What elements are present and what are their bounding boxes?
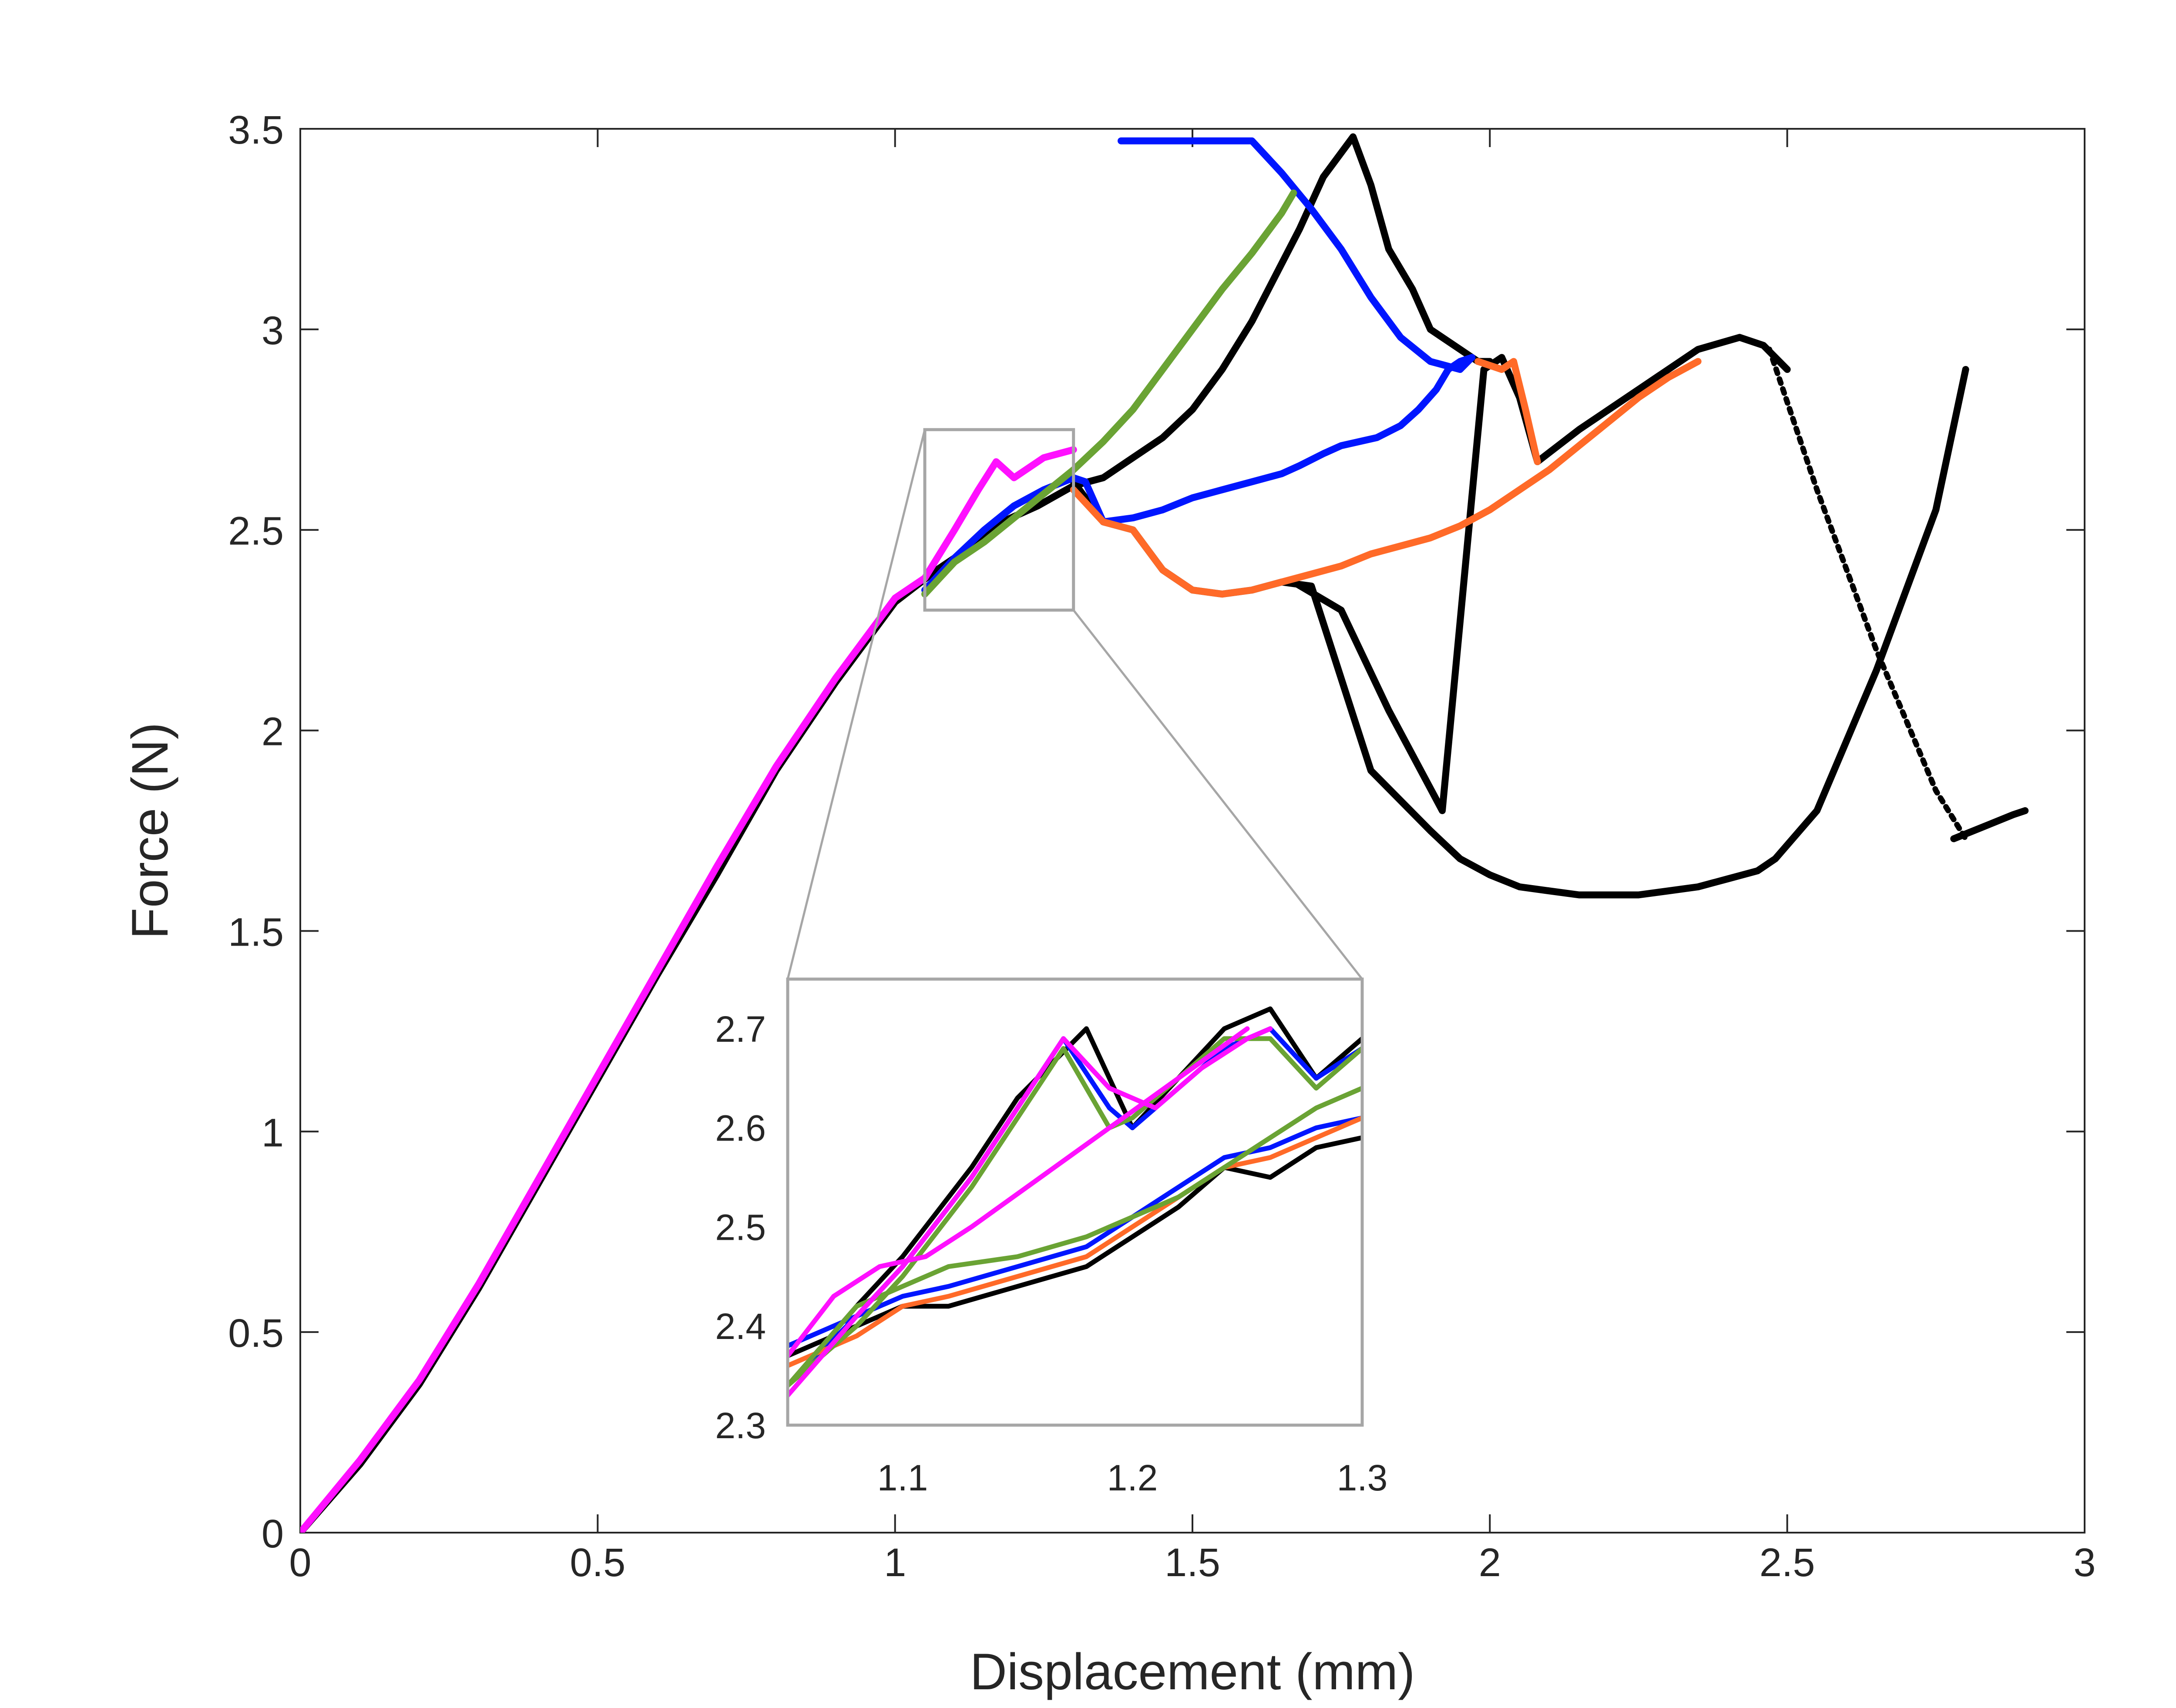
main-ticks: 0 0.5 1 1.5 2 2.5 3 0 0.5 1 1.5 2 2.5 3 3.5 xyxy=(228,108,2095,1585)
main-xtick-label: 0.5 xyxy=(570,1540,625,1585)
zoom-box xyxy=(923,428,1075,612)
main-ytick-label: 2 xyxy=(262,710,284,754)
main-xtick-label: 2.5 xyxy=(1760,1540,1815,1585)
x-axis-label: Displacement (mm) xyxy=(970,1643,1415,1701)
main-ytick-label: 3 xyxy=(262,309,284,353)
main-ytick-label: 3.5 xyxy=(228,108,284,152)
inset-series-orange-low xyxy=(788,1115,1362,1368)
inset-series-blue-low xyxy=(788,1115,1362,1349)
main-series-black-tail xyxy=(1950,807,2029,842)
main-series-green xyxy=(921,189,1297,598)
inset-ytick-label: 2.3 xyxy=(715,1405,766,1446)
inset-ytick-label: 2.6 xyxy=(715,1108,766,1149)
main-xtick-label: 3 xyxy=(2073,1540,2095,1585)
inset-ticks: 1.1 1.2 1.3 2.3 2.4 2.5 2.6 2.7 xyxy=(715,1009,1387,1498)
main-series-orange-2 xyxy=(1474,358,1541,465)
inset-axes-frame xyxy=(786,977,1364,1427)
main-xtick-label: 1 xyxy=(884,1540,906,1585)
inset-ytick-label: 2.7 xyxy=(715,1009,766,1050)
inset-xtick-label: 1.2 xyxy=(1107,1457,1158,1498)
main-series-orange xyxy=(1070,358,1702,598)
main-series xyxy=(300,133,2029,1533)
inset-axes: 1.1 1.2 1.3 2.3 2.4 2.5 2.6 2.7 xyxy=(715,977,1387,1498)
y-axis-label: Force (N) xyxy=(121,722,179,939)
zoom-connector-right xyxy=(1072,609,1363,980)
inset-xtick-label: 1.3 xyxy=(1337,1457,1388,1498)
main-axes: 0 0.5 1 1.5 2 2.5 3 0 0.5 1 1.5 2 2.5 3 3.5 Displaceme… xyxy=(121,108,2096,1701)
main-xtick-label: 0 xyxy=(289,1540,311,1585)
main-xtick-label: 2 xyxy=(1479,1540,1501,1585)
main-ytick-label: 0 xyxy=(262,1512,284,1556)
main-ytick-label: 2.5 xyxy=(228,509,284,554)
main-series-magenta xyxy=(300,446,1077,1533)
inset-ytick-label: 2.4 xyxy=(715,1306,766,1347)
main-ytick-label: 1.5 xyxy=(228,910,284,954)
zoom-connector-left xyxy=(786,429,926,980)
inset-xtick-label: 1.1 xyxy=(877,1457,928,1498)
inset-series-magenta-cross xyxy=(788,1026,1250,1359)
inset-series-green-low xyxy=(788,1086,1362,1388)
main-ytick-label: 0.5 xyxy=(228,1311,284,1356)
inset-ytick-label: 2.5 xyxy=(715,1207,766,1248)
main-series-blue xyxy=(921,137,1476,594)
main-ytick-label: 1 xyxy=(262,1111,284,1155)
inset-series-magenta-steep xyxy=(788,1026,1273,1398)
main-series-black-dotted xyxy=(1766,346,1969,842)
main-xtick-label: 1.5 xyxy=(1165,1540,1220,1585)
inset-series xyxy=(788,1006,1362,1398)
